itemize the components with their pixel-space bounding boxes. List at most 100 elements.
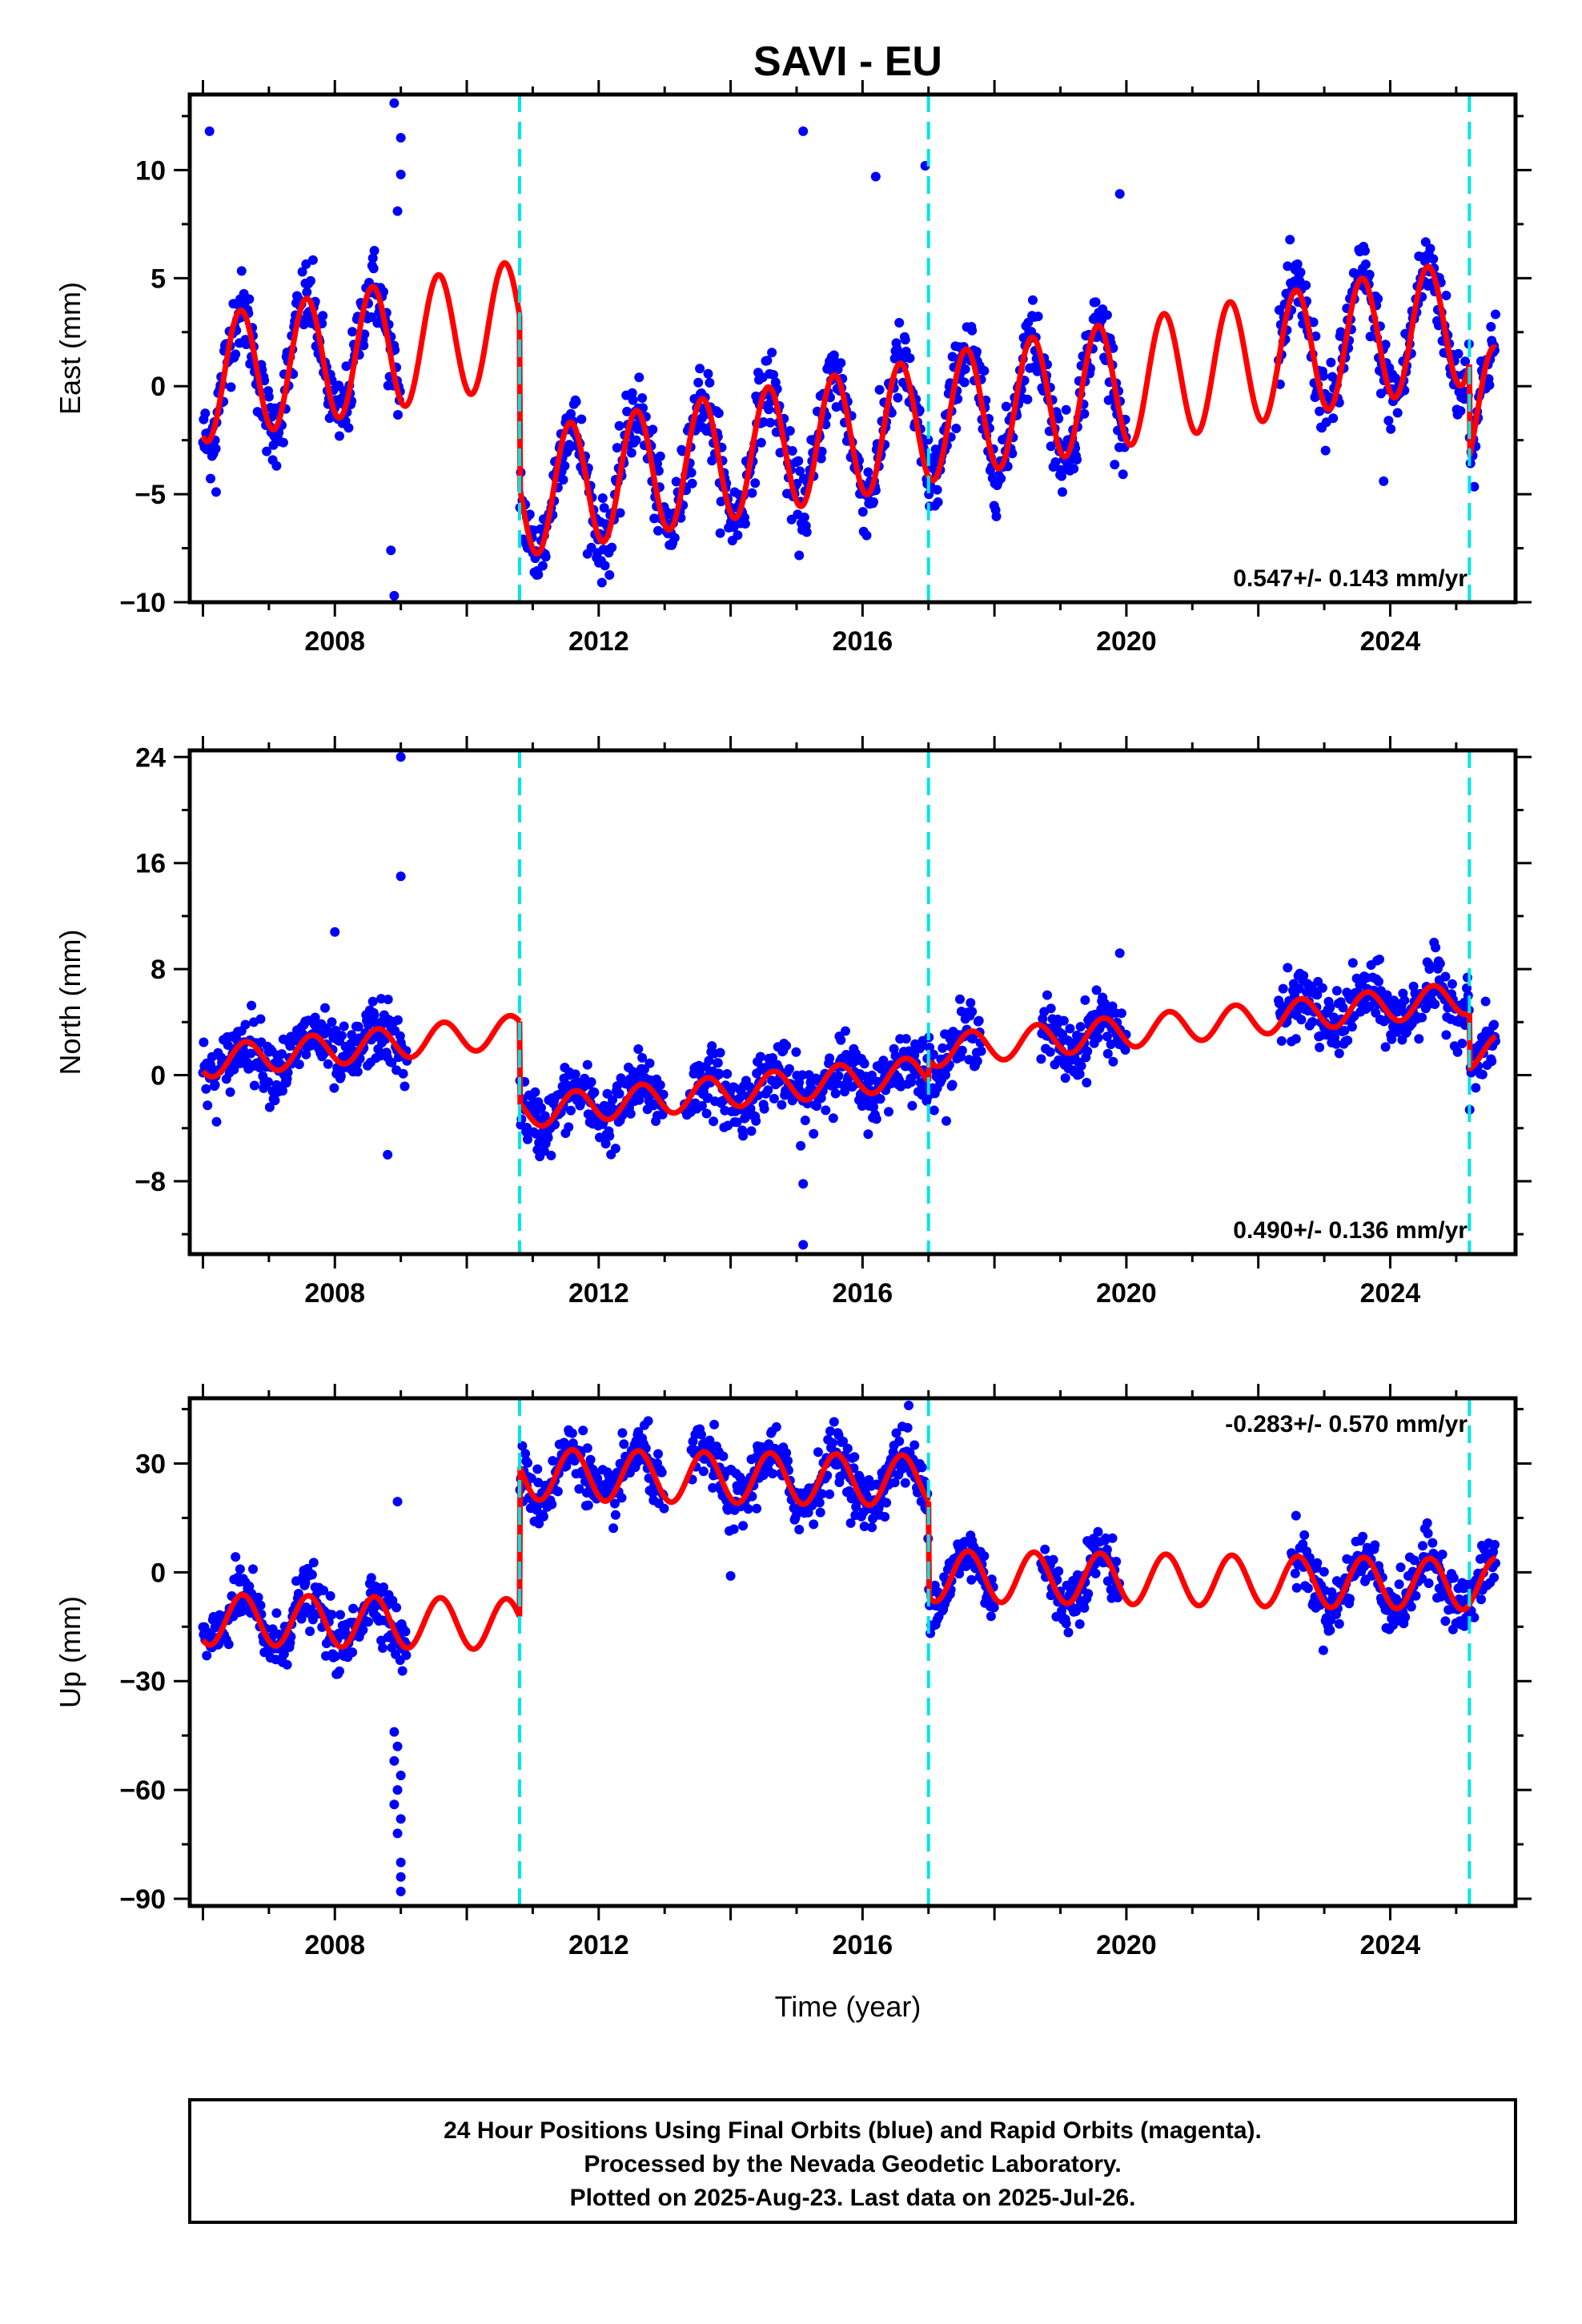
data-point (814, 1498, 825, 1508)
data-point (1285, 235, 1295, 245)
model-curve-segment (200, 259, 523, 444)
data-point (203, 1100, 213, 1111)
data-point (1487, 1056, 1497, 1067)
y-tick-label: 24 (135, 742, 166, 773)
data-point (648, 424, 658, 435)
outlier-point (330, 927, 340, 937)
data-point (1102, 1545, 1112, 1554)
y-tick-label: −10 (119, 588, 166, 618)
data-point (653, 525, 663, 536)
data-point (1058, 1015, 1069, 1026)
data-point (1058, 465, 1068, 476)
data-point (768, 1469, 777, 1479)
data-point (1007, 448, 1018, 459)
data-point (1448, 1573, 1459, 1583)
data-point (320, 1003, 330, 1013)
data-point (658, 1089, 669, 1100)
x-tick-label: 2020 (1096, 1278, 1157, 1309)
data-point (1318, 371, 1328, 381)
data-point (762, 356, 773, 366)
x-tick-label: 2016 (833, 1278, 893, 1309)
data-point (201, 1084, 211, 1094)
data-point (1063, 1627, 1074, 1638)
data-point (1328, 413, 1339, 424)
data-point (1102, 1031, 1112, 1042)
data-point (582, 1059, 592, 1070)
outlier-point (1114, 948, 1125, 959)
data-point (1118, 469, 1128, 480)
data-point (327, 1610, 337, 1620)
data-point (783, 1456, 793, 1466)
data-point (979, 366, 990, 376)
data-point (596, 577, 607, 588)
data-point (199, 1037, 209, 1047)
data-point (244, 294, 255, 304)
plot-frame (187, 1396, 1518, 1908)
data-point (857, 507, 868, 517)
data-point (894, 1436, 905, 1446)
data-point (1315, 406, 1325, 416)
data-point (900, 335, 910, 345)
data-point (547, 1499, 557, 1510)
data-point (825, 1426, 835, 1437)
data-point (538, 1511, 548, 1522)
data-point (1338, 1003, 1348, 1013)
outlier-point (389, 1755, 400, 1766)
data-point (1325, 1002, 1335, 1012)
data-point (1291, 1510, 1301, 1521)
data-point (941, 1070, 950, 1080)
y-tick-label: 10 (135, 155, 166, 186)
data-point (609, 1498, 620, 1509)
data-point (348, 1603, 359, 1614)
data-point (686, 468, 697, 478)
data-point (634, 372, 644, 383)
data-point (1345, 1594, 1355, 1604)
data-point (967, 1007, 978, 1017)
data-point (400, 1081, 410, 1092)
data-point (1291, 1034, 1301, 1044)
data-point (263, 392, 274, 402)
data-point (732, 1117, 742, 1128)
data-point (701, 1108, 712, 1119)
plot-area (198, 98, 1500, 601)
data-point (863, 467, 873, 477)
outlier-point (396, 1770, 406, 1780)
data-point (353, 1022, 363, 1031)
data-point (1106, 1039, 1116, 1049)
data-point (653, 1449, 663, 1459)
data-point (329, 1083, 339, 1093)
outlier-point (389, 1799, 400, 1810)
chart-title: SAVI - EU (753, 38, 942, 85)
data-point (539, 1146, 549, 1156)
data-point (697, 1429, 706, 1440)
data-point (1319, 1566, 1329, 1577)
data-point (1291, 1582, 1302, 1593)
data-point (932, 485, 942, 495)
data-point (722, 1069, 733, 1079)
outlier-point (725, 1570, 736, 1581)
data-point (1411, 1590, 1421, 1601)
data-point (1080, 995, 1090, 1005)
data-point (880, 1512, 890, 1522)
plot-frame (187, 92, 1518, 605)
data-point (703, 368, 713, 379)
data-point (894, 318, 905, 328)
data-point (293, 1589, 303, 1598)
data-point (249, 1080, 259, 1091)
outlier-point (798, 126, 809, 136)
data-point (656, 1467, 667, 1478)
data-point (1312, 990, 1323, 1000)
data-point (1392, 408, 1403, 418)
data-point (363, 1617, 373, 1627)
data-point (1427, 1538, 1438, 1548)
data-point (781, 1448, 792, 1458)
data-point (1339, 1026, 1350, 1035)
data-point (799, 513, 809, 522)
data-point (830, 1088, 841, 1099)
data-point (709, 1419, 720, 1429)
data-point (615, 508, 625, 518)
data-point (1111, 1556, 1122, 1566)
data-point (240, 1019, 251, 1030)
data-point (693, 377, 704, 388)
data-point (614, 420, 624, 431)
